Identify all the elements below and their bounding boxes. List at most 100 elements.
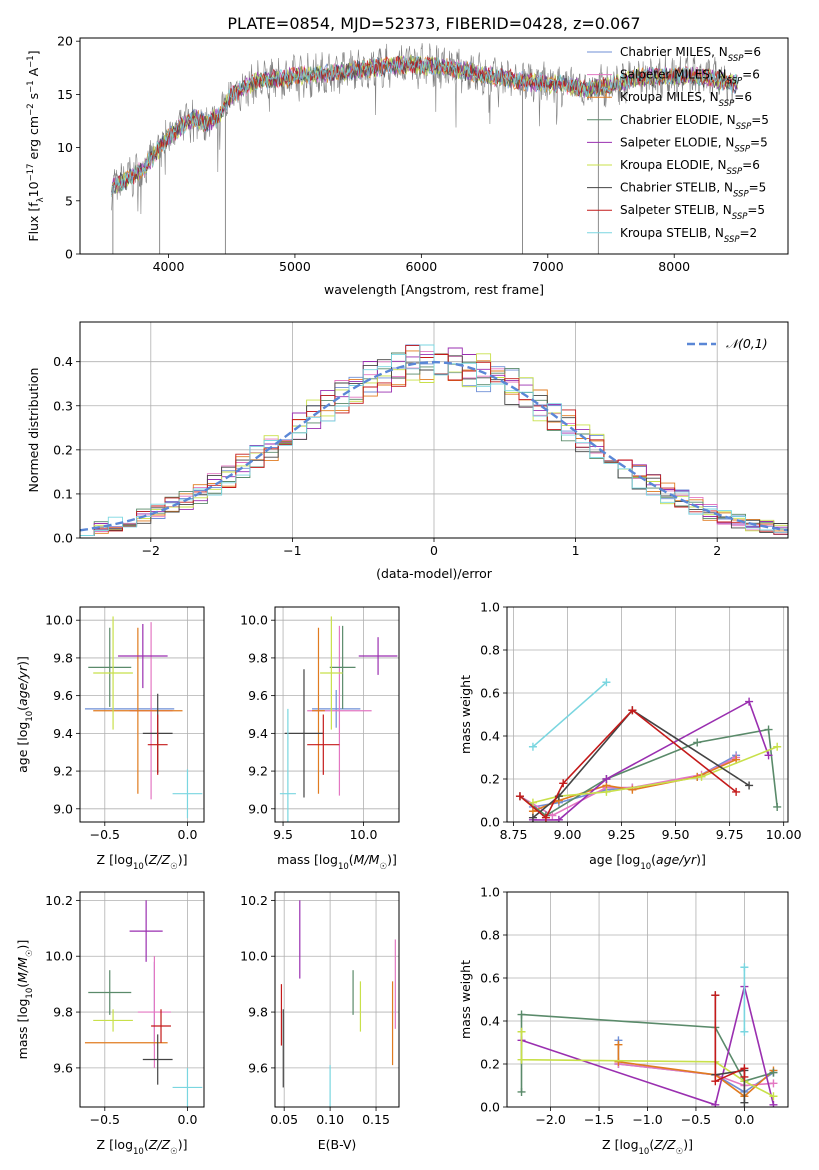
series-line (521, 986, 775, 1106)
y-tick-label: 0.2 (480, 1057, 500, 1072)
series-marker (517, 1027, 526, 1036)
series-marker (541, 813, 550, 822)
series-marker (769, 1068, 778, 1077)
z-age-chart: −0.5 0.0 9.0 9.2 9.4 9.6 9.8 10.0 Z [log10(Z/Z☉)… (15, 606, 205, 872)
y-tick-label: 0.1 (53, 486, 73, 501)
x-tick-label: 9.50 (662, 827, 690, 842)
legend-entry: 𝒩(0,1) (726, 336, 768, 351)
spectrum-chart-frame (79, 37, 789, 255)
y-tick-label: 10.0 (45, 613, 73, 628)
residual-x-label: (data-model)/error (376, 566, 493, 581)
z-weight-chart: −2.0 −1.5 −1.0 −0.5 0.0 0.0 0.2 0.4 0.6 0.8 1.0 Z [… (458, 885, 789, 1157)
series-marker (740, 1098, 749, 1107)
x-tick-label: 0 (430, 543, 438, 558)
series-marker (515, 792, 524, 801)
series-line (532, 709, 750, 819)
x-tick-label: 0.0 (178, 1112, 198, 1127)
series-line (532, 681, 607, 748)
y-tick-label: 9.8 (53, 650, 73, 665)
x-tick-label: 0.0 (178, 827, 198, 842)
y-tick-label: 0.8 (480, 928, 500, 943)
y-tick-label: 15 (57, 87, 73, 102)
series-marker (614, 1057, 623, 1066)
mass-age-chart-grid (275, 607, 399, 822)
series-line (519, 728, 778, 817)
age-weight-chart-x-label: age [log10(age/yr)] (589, 852, 706, 872)
x-tick-label: 0.15 (362, 1112, 390, 1127)
y-tick-label: 0.0 (53, 531, 73, 546)
y-tick-label: 9.2 (248, 764, 268, 779)
y-tick-label: 9.4 (248, 726, 268, 741)
series-marker (517, 1010, 526, 1019)
y-tick-label: 0.6 (480, 971, 500, 986)
x-tick-label: 8.75 (500, 827, 528, 842)
ebv-mass-chart: 0.05 0.10 0.15 9.6 9.8 10.0 10.2 E(B-V) (240, 891, 400, 1152)
y-tick-label: 10.2 (45, 893, 73, 908)
series-line (532, 746, 778, 804)
series-marker (602, 775, 611, 783)
x-tick-label: 0.05 (270, 1112, 298, 1127)
legend-entry: Salpeter MILES, NSSP=6 (620, 68, 760, 87)
series-marker (602, 678, 611, 687)
mass-age-chart-x-label: mass [log10(M/M☉)] (277, 852, 397, 872)
y-tick-label: 9.4 (53, 726, 73, 741)
residual-chart: −2 −1 0 1 2 0.0 0.1 0.2 0.3 0.4 𝒩(0,1) (data-model)… (26, 321, 789, 581)
legend-entry: Chabrier MILES, NSSP=6 (620, 45, 761, 64)
y-tick-label: 0 (65, 247, 73, 262)
series-marker (740, 1064, 749, 1073)
residual-y-label: Normed distribution (26, 368, 41, 493)
ebv-mass-chart-plot (280, 900, 396, 1107)
series-marker (693, 738, 702, 747)
y-tick-label: 0.0 (480, 1100, 500, 1115)
y-tick-label: 9.8 (53, 1005, 73, 1020)
y-tick-label: 0.4 (53, 354, 73, 369)
series-marker (528, 813, 537, 822)
z-mass-chart: −0.5 0.0 9.6 9.8 10.0 10.2 Z [log10(Z/Z☉)] mass… (15, 891, 205, 1157)
legend-entry: Salpeter ELODIE, NSSP=5 (620, 135, 768, 154)
series-marker (745, 781, 754, 790)
x-tick-label: −0.5 (90, 827, 120, 842)
legend-entry: Kroupa MILES, NSSP=6 (620, 90, 752, 109)
mass-age-chart: 9.5 10.0 9.0 9.2 9.4 9.6 9.8 10.0 mass [log10(M/… (240, 606, 400, 872)
legend-entry: Chabrier STELIB, NSSP=5 (620, 181, 766, 200)
series-marker (740, 963, 749, 972)
y-tick-label: 10.0 (240, 949, 268, 964)
series-marker (517, 1087, 526, 1096)
z-age-chart-plot (84, 616, 203, 819)
series-marker (745, 697, 754, 706)
mass-age-chart-plot (279, 616, 398, 822)
series-marker (554, 815, 563, 822)
mass-age-chart-frame (274, 606, 400, 823)
age-weight-chart-grid (507, 606, 788, 823)
legend-entry: Chabrier ELODIE, NSSP=5 (620, 113, 769, 132)
ebv-mass-chart-frame (274, 891, 400, 1108)
y-tick-label: 20 (57, 34, 73, 49)
y-tick-label: 0.4 (480, 729, 500, 744)
age-weight-chart-frame (506, 606, 789, 823)
z-age-chart-y-label: age [log10(age/yr)] (15, 656, 35, 773)
x-tick-label: 7000 (532, 259, 564, 274)
age-weight-chart: 8.75 9.00 9.25 9.50 9.75 10.00 0.0 0.2 0.4 0.6 0.8… (458, 600, 802, 873)
x-tick-label: 9.75 (716, 827, 744, 842)
series-line (532, 758, 737, 813)
z-mass-chart-grid (80, 892, 204, 1107)
spectrum-model-line (111, 55, 738, 196)
legend-entry: Salpeter STELIB, NSSP=5 (620, 203, 765, 222)
z-mass-chart-y-label: mass [log10(M/M☉)] (15, 940, 35, 1060)
x-tick-label: −2.0 (535, 1112, 565, 1127)
y-tick-label: 0.8 (480, 643, 500, 658)
age-weight-chart-plot (515, 678, 782, 822)
residual-chart-plot (80, 344, 788, 536)
figure-title: PLATE=0854, MJD=52373, FIBERID=0428, z=0… (227, 14, 640, 33)
legend-entry: Kroupa ELODIE, NSSP=6 (620, 158, 760, 177)
histogram-step (80, 344, 788, 536)
y-tick-label: 9.0 (248, 801, 268, 816)
x-tick-label: 5000 (279, 259, 311, 274)
spectrum-y-label: Flux [fλ10−17 erg cm−2 s−1 A−1] (26, 50, 46, 241)
x-tick-label: 9.5 (273, 827, 293, 842)
y-tick-label: 0.4 (480, 1014, 500, 1029)
x-tick-label: 10.00 (766, 827, 802, 842)
x-tick-label: −2 (142, 543, 160, 558)
series-marker (559, 779, 568, 788)
